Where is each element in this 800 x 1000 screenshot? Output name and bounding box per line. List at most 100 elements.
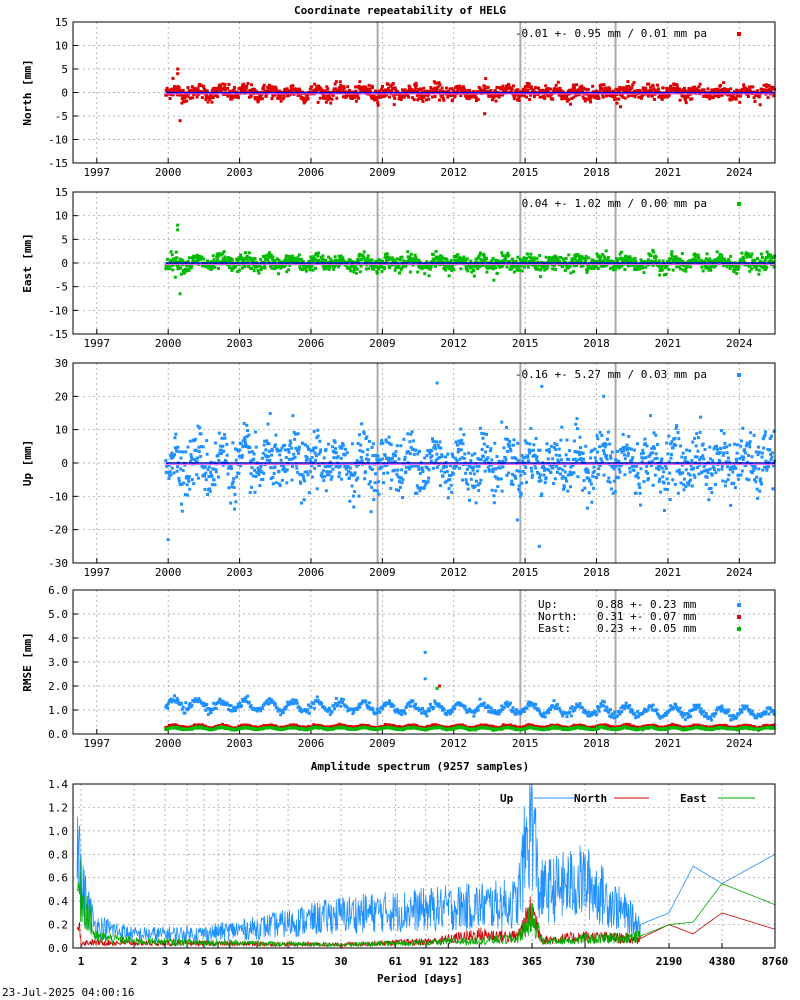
data-point — [252, 269, 256, 273]
data-point — [613, 97, 617, 101]
data-point — [716, 448, 720, 452]
data-point-up — [522, 710, 526, 714]
data-point — [702, 88, 706, 92]
data-point — [238, 91, 242, 95]
data-point — [392, 258, 396, 262]
data-point — [546, 264, 550, 268]
data-point — [380, 439, 384, 443]
data-point — [360, 422, 364, 426]
data-point-up — [396, 709, 400, 713]
data-point — [505, 426, 509, 430]
data-point — [433, 257, 437, 261]
data-point — [720, 257, 724, 261]
data-point — [467, 97, 471, 101]
data-point — [656, 443, 660, 447]
data-point — [438, 98, 442, 102]
data-point — [627, 259, 631, 263]
data-point — [374, 265, 378, 269]
data-point — [423, 483, 427, 487]
data-point — [294, 446, 298, 450]
data-point — [712, 263, 716, 267]
data-point — [772, 265, 776, 269]
data-point — [517, 484, 521, 488]
data-point — [465, 257, 469, 261]
data-point — [444, 465, 448, 469]
data-point — [279, 458, 283, 462]
data-point — [265, 439, 269, 443]
data-point — [345, 472, 349, 476]
data-point — [581, 95, 585, 99]
data-point — [329, 257, 333, 261]
data-point — [319, 448, 323, 452]
data-point — [312, 255, 316, 259]
data-point — [347, 88, 351, 92]
data-point-up — [449, 708, 453, 712]
data-point — [441, 96, 445, 100]
data-point — [431, 466, 435, 470]
data-point — [417, 96, 421, 100]
data-point — [760, 451, 764, 455]
data-point — [630, 86, 634, 90]
data-point — [488, 449, 492, 453]
data-point — [303, 479, 307, 483]
data-point — [366, 87, 370, 91]
data-point — [181, 269, 185, 273]
data-point — [267, 253, 271, 257]
data-point — [658, 269, 662, 273]
data-point — [484, 77, 488, 81]
data-point — [592, 486, 596, 490]
data-point-up — [482, 701, 486, 705]
data-point — [589, 100, 593, 104]
y-tick-label: 1.0 — [48, 704, 68, 717]
data-point-up — [330, 710, 334, 714]
data-point-up — [392, 704, 396, 708]
data-point — [451, 98, 455, 102]
data-point-up — [389, 704, 393, 708]
data-point — [554, 267, 558, 271]
data-point — [697, 85, 701, 89]
data-point — [696, 436, 700, 440]
data-point — [381, 84, 385, 88]
data-point — [313, 458, 317, 462]
data-point — [706, 468, 710, 472]
data-point-up — [531, 704, 535, 708]
data-point — [316, 254, 320, 258]
data-point-up — [505, 700, 509, 704]
data-point — [216, 95, 220, 99]
data-point-up — [547, 711, 551, 715]
data-point — [460, 456, 464, 460]
data-point — [387, 441, 391, 445]
data-point — [500, 87, 504, 91]
y-tick-label: 5 — [61, 63, 68, 76]
y-axis-label: North [mm] — [21, 59, 34, 125]
data-point — [575, 264, 579, 268]
data-point — [383, 267, 387, 271]
data-point — [562, 485, 566, 489]
data-point — [604, 249, 608, 253]
data-point — [682, 86, 686, 90]
data-point-up — [602, 700, 606, 704]
data-point — [656, 465, 660, 469]
data-point — [591, 84, 595, 88]
data-point — [427, 468, 431, 472]
data-point — [661, 86, 665, 90]
data-point-up — [422, 709, 426, 713]
data-point — [183, 267, 187, 271]
data-point — [244, 443, 248, 447]
data-point — [194, 255, 198, 259]
data-point — [638, 267, 642, 271]
data-point — [386, 258, 390, 262]
data-point — [485, 445, 489, 449]
data-point — [267, 449, 271, 453]
data-point — [446, 95, 450, 99]
data-point — [531, 448, 535, 452]
data-point — [748, 264, 752, 268]
data-point — [768, 437, 772, 441]
data-point — [446, 452, 450, 456]
data-point — [616, 476, 620, 480]
data-point — [439, 446, 443, 450]
data-point — [357, 84, 361, 88]
data-point — [551, 466, 555, 470]
data-point — [734, 457, 738, 461]
data-point — [338, 88, 342, 92]
